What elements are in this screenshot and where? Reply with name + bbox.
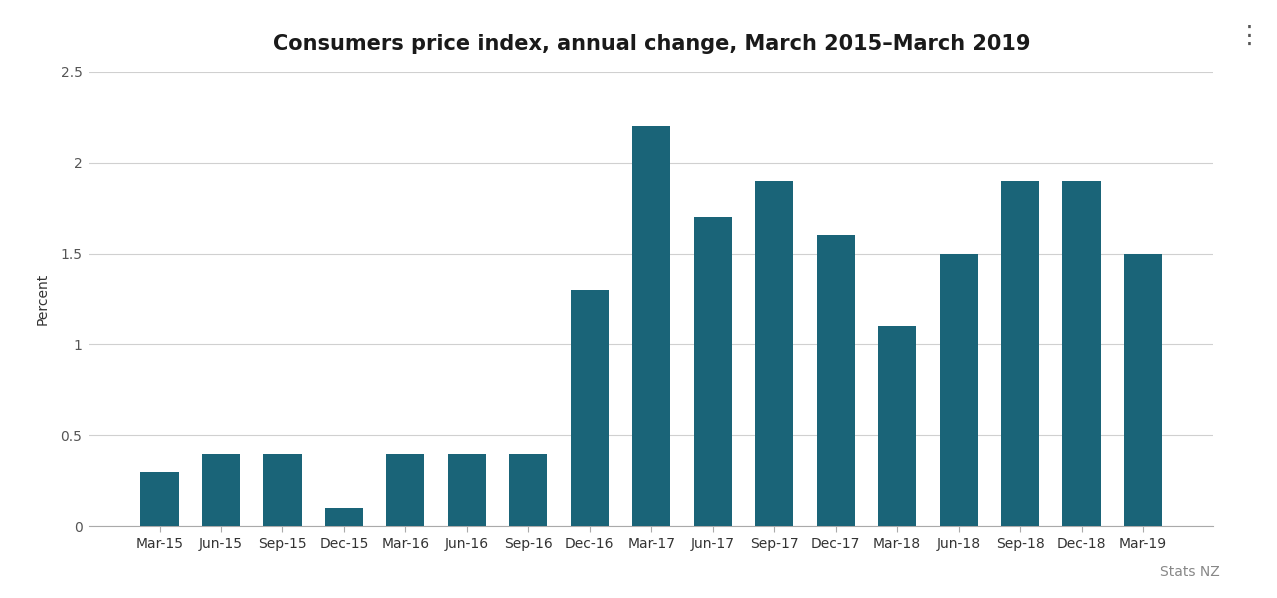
Bar <box>816 236 854 526</box>
Bar <box>755 181 793 526</box>
Bar <box>140 472 179 526</box>
Bar <box>1001 181 1039 526</box>
Bar <box>1124 254 1162 526</box>
Bar <box>324 508 363 526</box>
Bar <box>632 126 670 526</box>
Bar <box>1062 181 1101 526</box>
Bar <box>202 453 240 526</box>
Bar <box>571 290 609 526</box>
Bar <box>263 453 301 526</box>
Bar <box>387 453 424 526</box>
Text: ⋮: ⋮ <box>1236 24 1262 48</box>
Y-axis label: Percent: Percent <box>36 273 50 325</box>
Bar <box>510 453 548 526</box>
Bar <box>693 217 732 526</box>
Bar <box>448 453 487 526</box>
Title: Consumers price index, annual change, March 2015–March 2019: Consumers price index, annual change, Ma… <box>272 33 1031 54</box>
Bar <box>940 254 978 526</box>
Bar <box>879 327 916 526</box>
Text: Stats NZ: Stats NZ <box>1160 565 1220 579</box>
